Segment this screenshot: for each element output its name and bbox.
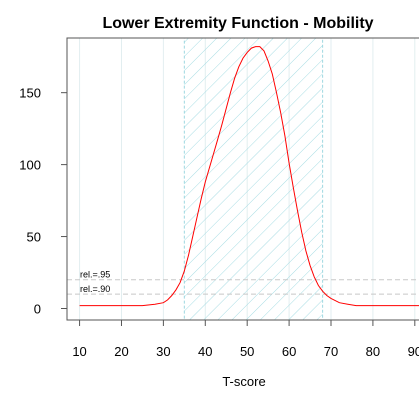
plot-frame: [66, 37, 419, 321]
x-tick-label: 20: [114, 344, 128, 359]
x-tick-label: 80: [366, 344, 380, 359]
x-tick-label: 60: [282, 344, 296, 359]
plot-area: rel.=.95 rel.=.90 10 20 30 40 50 60 70 80 90 0 50 100…: [19, 37, 419, 359]
y-tick-label: 100: [19, 158, 41, 173]
reference-label: rel.=.95: [80, 270, 110, 280]
x-tick-label: 10: [72, 344, 86, 359]
y-tick-label: 0: [34, 301, 41, 316]
y-tick-label: 50: [27, 230, 41, 245]
y-tick-label: 150: [19, 86, 41, 101]
series-line: [79, 46, 419, 307]
reliability-band: [183, 37, 324, 321]
x-tick-label: 40: [198, 344, 212, 359]
x-tick-label: 30: [156, 344, 170, 359]
reference-label: rel.=.90: [80, 284, 110, 294]
x-tick-label: 90: [408, 344, 419, 359]
x-tick-label: 50: [240, 344, 254, 359]
chart-title: Lower Extremity Function - Mobility: [102, 15, 373, 32]
x-tick-label: 70: [324, 344, 338, 359]
x-axis-title: T-score: [222, 374, 265, 389]
